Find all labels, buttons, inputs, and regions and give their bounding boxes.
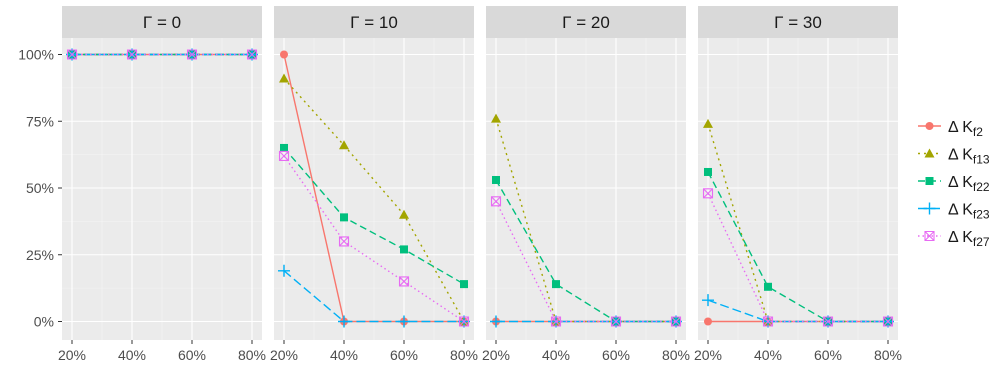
- data-point-f27: [550, 316, 562, 327]
- series-line-f23: [283, 270, 464, 323]
- data-point-f27: [670, 316, 682, 327]
- data-point-f27: [702, 188, 714, 199]
- facet-strip-label: Γ = 0: [143, 13, 181, 32]
- data-point-f23: [338, 315, 350, 328]
- y-tick-label: 75%: [26, 113, 54, 129]
- legend-item-f2: Δ Kf2: [918, 119, 983, 139]
- legend-label: Δ Kf27: [948, 229, 990, 249]
- data-point-f13: [703, 118, 713, 128]
- facet-strip-label: Γ = 30: [774, 13, 822, 32]
- x-tick-label: 20%: [694, 347, 722, 363]
- legend-key-marker: [925, 122, 934, 130]
- data-point-f27: [278, 150, 290, 162]
- data-point-f13: [279, 73, 289, 83]
- x-tick-label: 60%: [814, 347, 842, 363]
- data-point-f22: [460, 280, 468, 289]
- data-point-f22: [704, 167, 712, 176]
- series-line-f27: [707, 193, 888, 323]
- series-line-f22: [283, 147, 465, 285]
- facet-strip-label: Γ = 10: [350, 13, 398, 32]
- legend-label: Δ Kf23: [948, 202, 990, 222]
- x-tick-label: 20%: [482, 347, 510, 363]
- legend-item-f22: Δ Kf22: [918, 174, 990, 194]
- legend-item-f27: Δ Kf27: [918, 229, 990, 249]
- facet-strip-label: Γ = 20: [562, 13, 610, 32]
- data-point-f27: [246, 49, 258, 60]
- x-tick-label: 80%: [662, 347, 690, 363]
- data-point-f13: [339, 140, 349, 150]
- data-point-f13: [491, 113, 501, 123]
- data-point-f27: [186, 49, 198, 60]
- facet-strip: [62, 6, 262, 38]
- legend-key-marker: [924, 148, 935, 158]
- facet-strip: [274, 6, 474, 38]
- x-tick-label: 40%: [330, 347, 358, 363]
- data-point-f22: [280, 143, 288, 152]
- data-point-f2: [704, 317, 712, 326]
- x-tick-label: 20%: [58, 347, 86, 363]
- y-tick-label: 50%: [26, 180, 54, 196]
- facet-panel-1: Γ = 10 20% 40% 60% 80%: [270, 6, 478, 363]
- data-point-f27: [822, 316, 834, 327]
- legend: Δ Kf2 Δ Kf13 Δ Kf22 Δ Kf23 Δ Kf27: [918, 119, 990, 249]
- x-tick-label: 40%: [754, 347, 782, 363]
- y-tick-label: 0%: [34, 314, 54, 330]
- data-point-f23: [398, 315, 410, 328]
- legend-item-f23: Δ Kf23: [918, 202, 990, 222]
- data-point-f13: [399, 209, 409, 219]
- x-tick-label: 80%: [874, 347, 902, 363]
- x-tick-label: 20%: [270, 347, 298, 363]
- legend-label: Δ Kf13: [948, 147, 990, 167]
- y-tick-label: 25%: [26, 247, 54, 263]
- x-tick-label: 60%: [178, 347, 206, 363]
- facet-strip: [486, 6, 686, 38]
- data-point-f27: [490, 196, 502, 207]
- series-line-f27: [283, 155, 465, 323]
- data-point-f22: [492, 175, 500, 184]
- data-point-f27: [338, 236, 350, 247]
- legend-key-marker: [924, 230, 935, 242]
- x-tick-label: 60%: [602, 347, 630, 363]
- data-point-f27: [458, 316, 470, 327]
- x-tick-label: 40%: [118, 347, 146, 363]
- legend-label: Δ Kf22: [948, 174, 990, 194]
- data-point-f22: [764, 282, 772, 291]
- data-point-f22: [552, 280, 560, 289]
- data-point-f23: [278, 264, 290, 277]
- data-point-f27: [610, 316, 622, 327]
- data-point-f27: [126, 49, 138, 60]
- data-point-f27: [66, 49, 78, 60]
- legend-item-f13: Δ Kf13: [918, 147, 990, 167]
- data-point-f22: [400, 245, 408, 254]
- data-point-f27: [762, 316, 774, 327]
- facet-panel-2: Γ = 20 20% 40% 60% 80%: [482, 6, 690, 363]
- x-tick-label: 80%: [238, 347, 266, 363]
- facet-panel-3: Γ = 30 20% 40% 60% 80%: [694, 6, 902, 363]
- facet-panel-0: Γ = 0 20% 40% 60% 80%: [58, 6, 266, 363]
- series-line-f13: [707, 123, 888, 323]
- y-tick-label: 100%: [18, 47, 54, 63]
- data-point-f23: [490, 315, 502, 328]
- legend-key-marker: [923, 202, 936, 215]
- data-point-f27: [398, 276, 410, 287]
- legend-label: Δ Kf2: [948, 119, 983, 139]
- x-tick-label: 40%: [542, 347, 570, 363]
- data-point-f23: [702, 294, 714, 307]
- data-point-f27: [882, 316, 894, 327]
- x-tick-label: 80%: [450, 347, 478, 363]
- legend-key-marker: [925, 177, 934, 185]
- x-tick-label: 60%: [390, 347, 418, 363]
- facet-strip: [698, 6, 898, 38]
- data-point-f2: [280, 50, 288, 59]
- data-point-f22: [340, 213, 348, 222]
